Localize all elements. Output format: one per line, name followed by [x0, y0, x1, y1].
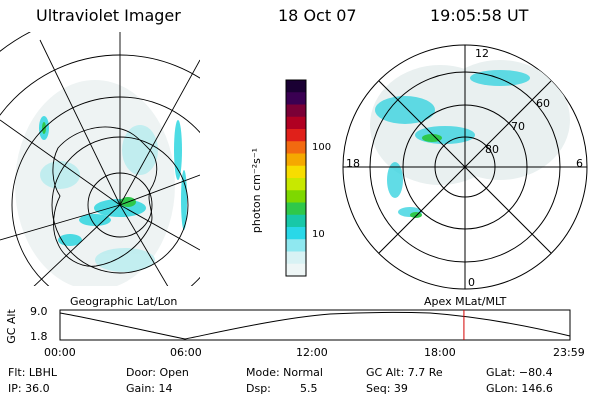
geographic-map — [0, 32, 200, 286]
altitude-ytick-1-8: 1.8 — [30, 330, 48, 343]
colorbar-segment — [286, 214, 306, 228]
colorbar-segment — [286, 104, 306, 118]
apex-caption: Apex MLat/MLT — [424, 295, 507, 308]
colorbar-segment — [286, 80, 306, 93]
altitude-ytick-9: 9.0 — [30, 305, 48, 318]
colorbar-segment — [286, 263, 306, 277]
geographic-caption: Geographic Lat/Lon — [70, 295, 178, 308]
x-tick-2359: 23:59 — [553, 346, 585, 359]
x-tick-1200: 12:00 — [296, 346, 328, 359]
mlt-label-12: 12 — [475, 47, 489, 60]
colorbar-segment — [286, 141, 306, 154]
mlt-label-18: 18 — [346, 157, 360, 170]
colorbar-tick-10: 10 — [312, 229, 325, 240]
colorbar-tick-100: 100 — [312, 142, 332, 153]
polar-mlat-mlt-plot — [342, 44, 588, 290]
mlat-label-80: 80 — [485, 143, 499, 156]
colorbar-unit-label: photon cm⁻²s⁻¹ — [250, 147, 264, 234]
geo-longitude: GLon: 146.6 — [486, 382, 553, 395]
x-tick-0600: 06:00 — [170, 346, 202, 359]
antarctica-coastline — [52, 126, 158, 267]
colorbar-segment — [286, 202, 306, 216]
mlt-label-0: 0 — [468, 276, 475, 289]
colorbar-segment — [286, 129, 306, 142]
colorbar-segment — [286, 116, 306, 130]
geo-latitude: GLat: −80.4 — [486, 366, 553, 379]
door-status: Door: Open — [126, 366, 189, 379]
colorbar-segment — [286, 165, 306, 179]
colorbar-segment — [286, 239, 306, 252]
lat-lon-grid — [0, 32, 200, 286]
x-tick-1800: 18:00 — [424, 346, 456, 359]
mode-value: Mode: Normal — [246, 366, 323, 379]
altitude-curve — [59, 311, 571, 340]
colorbar-segment — [286, 178, 306, 191]
x-tick-0000: 00:00 — [44, 346, 76, 359]
altitude-plot-frame — [59, 309, 571, 341]
observation-time: 19:05:58 UT — [430, 6, 529, 25]
instrument-title: Ultraviolet Imager — [36, 6, 181, 25]
gain-value: Gain: 14 — [126, 382, 173, 395]
dsp-label: Dsp: — [246, 382, 271, 395]
colorbar-segment — [286, 190, 306, 203]
colorbar-segment — [286, 153, 306, 167]
altitude-ylabel: GC Alt — [4, 309, 18, 344]
colorbar-segment — [286, 227, 306, 240]
ip-value: IP: 36.0 — [8, 382, 50, 395]
colorbar-segment — [286, 92, 306, 105]
filter-value: Flt: LBHL — [8, 366, 57, 379]
colorbar-segment — [286, 251, 306, 265]
gc-altitude-value: GC Alt: 7.7 Re — [366, 366, 443, 379]
sequence-value: Seq: 39 — [366, 382, 408, 395]
observation-date: 18 Oct 07 — [278, 6, 357, 25]
dsp-value: 5.5 — [300, 382, 318, 395]
colorbar-frame — [285, 79, 307, 277]
mlat-label-70: 70 — [511, 120, 525, 133]
mlt-label-6: 6 — [576, 157, 583, 170]
mlat-label-60: 60 — [536, 97, 550, 110]
colorbar — [286, 80, 306, 277]
